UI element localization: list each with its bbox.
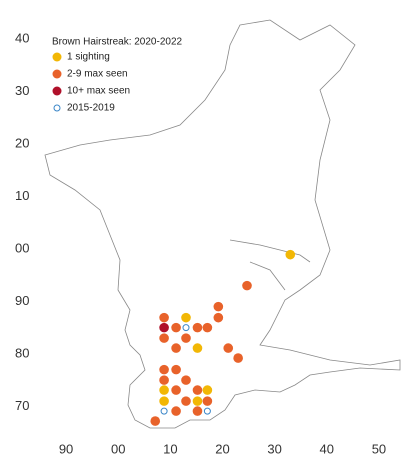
record-dot (181, 375, 191, 385)
legend-label: 2015-2019 (67, 103, 115, 114)
x-tick-label: 30 (267, 441, 281, 456)
y-tick-label: 20 (15, 135, 29, 150)
legend-marker (52, 52, 62, 62)
record-dot (192, 385, 203, 395)
y-tick-label: 70 (15, 398, 29, 413)
record-dot (192, 396, 203, 406)
legend-label: 1 sighting (67, 52, 110, 63)
record-dot (213, 312, 224, 323)
record-dot (181, 396, 191, 406)
record-dot (223, 343, 234, 353)
county-boundary (44, 19, 401, 429)
record-dot (192, 343, 203, 353)
record-dot (202, 322, 213, 333)
x-tick-label: 90 (59, 441, 73, 456)
record-dot (160, 407, 168, 415)
record-dot (159, 333, 169, 343)
y-tick-label: 00 (15, 240, 29, 255)
legend-label: 2-9 max seen (67, 69, 128, 80)
record-dot (171, 343, 181, 353)
record-dot (159, 364, 169, 375)
x-tick-label: 40 (320, 441, 334, 456)
river (229, 239, 311, 291)
y-tick-label: 40 (15, 30, 29, 45)
record-dot (192, 406, 203, 416)
record-dot (159, 385, 169, 395)
x-tick-label: 20 (215, 441, 229, 456)
record-dot (159, 322, 169, 333)
record-dot (203, 407, 211, 415)
record-dot (233, 353, 243, 363)
record-dot (181, 333, 191, 343)
x-tick-label: 00 (111, 441, 125, 456)
record-dot (181, 312, 191, 323)
record-dot (192, 322, 203, 333)
record-dot (171, 385, 181, 395)
x-tick-label: 50 (372, 441, 386, 456)
legend-marker (52, 86, 62, 96)
record-dot (202, 396, 213, 406)
legend-marker (52, 69, 62, 79)
record-dot (171, 406, 181, 416)
record-dot (159, 396, 169, 406)
record-dot (159, 375, 169, 385)
record-dot (150, 416, 161, 426)
y-tick-label: 90 (15, 293, 29, 308)
record-dot (285, 249, 296, 260)
legend-marker (53, 104, 61, 112)
record-dot (171, 364, 181, 375)
record-dot (202, 385, 213, 395)
record-dot (171, 322, 181, 333)
y-tick-label: 30 (15, 83, 29, 98)
legend-title: Brown Hairstreak: 2020-2022 (52, 37, 183, 48)
record-dot (213, 301, 224, 312)
record-dot (242, 280, 252, 291)
y-tick-label: 80 (15, 345, 29, 360)
record-dot (182, 324, 190, 332)
y-tick-label: 10 (15, 188, 29, 203)
legend-label: 10+ max seen (67, 86, 130, 97)
record-dot (159, 312, 169, 323)
x-tick-label: 10 (163, 441, 177, 456)
